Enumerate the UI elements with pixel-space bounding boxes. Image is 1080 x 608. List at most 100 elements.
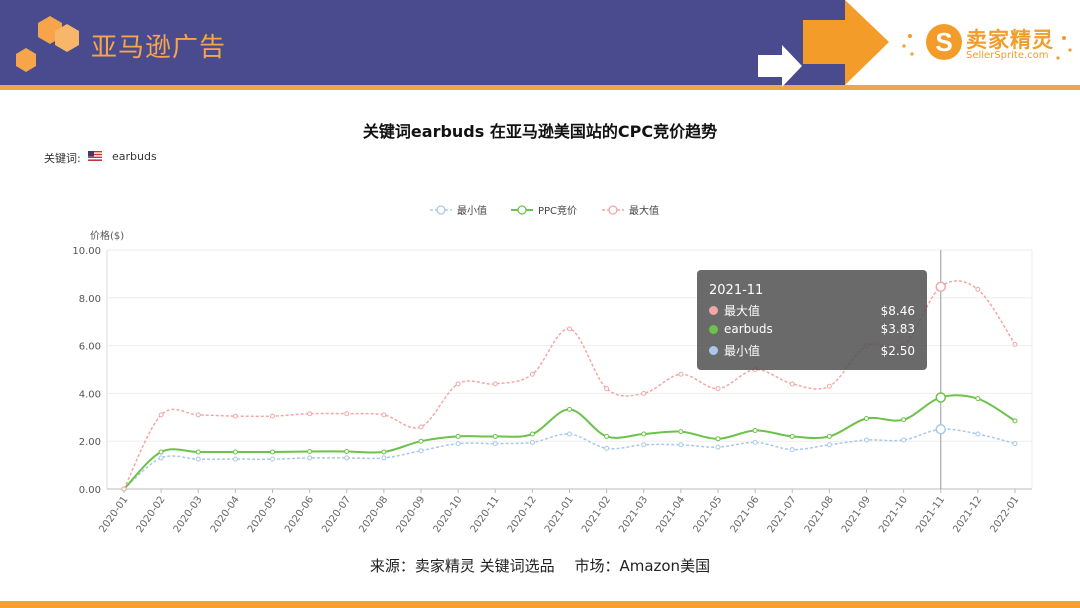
tooltip-name-ppc: earbuds (724, 322, 773, 336)
data-point-ppc (715, 436, 721, 442)
data-point-max (789, 381, 795, 387)
data-point-max (270, 413, 275, 419)
x-tick-label: 2020-07 (320, 494, 353, 535)
data-point-ppc (678, 429, 684, 435)
data-point-max (826, 383, 832, 389)
legend-label-min: 最小值 (457, 206, 487, 217)
data-point-min (418, 448, 424, 454)
tooltip-row-min: 最小值 $2.50 (709, 342, 915, 359)
series-line-min (123, 428, 1016, 490)
data-point-ppc (418, 438, 424, 444)
data-point-ppc (935, 392, 946, 403)
data-point-min (158, 455, 164, 461)
tooltip-name-min: 最小值 (724, 344, 761, 358)
data-point-min (901, 437, 907, 443)
tooltip-value-min: $2.50 (880, 343, 915, 358)
data-point-max (381, 412, 387, 418)
y-tick-label: 4.00 (79, 389, 101, 400)
tooltip-dot-min (709, 346, 718, 355)
data-point-min (270, 456, 275, 462)
data-point-ppc (975, 396, 981, 402)
legend-item-ppc[interactable]: PPC竞价 (511, 202, 577, 217)
footer-accent-line (0, 601, 1080, 608)
data-point-min (307, 455, 313, 461)
data-point-min (455, 441, 461, 447)
data-point-max (567, 326, 572, 332)
tooltip-row-max: 最大值 $8.46 (709, 302, 915, 319)
y-tick-label: 8.00 (79, 294, 101, 305)
tooltip-name-max: 最大值 (724, 304, 761, 318)
arrow-right-icon (758, 45, 802, 87)
tooltip-dot-ppc (709, 324, 718, 334)
legend-min-icon (430, 204, 452, 215)
x-tick-label: 2021-05 (691, 494, 724, 535)
x-tick-label: 2020-01 (97, 494, 130, 535)
data-point-max (1012, 341, 1018, 347)
data-point-min (567, 431, 572, 437)
legend-item-min[interactable]: 最小值 (430, 202, 487, 217)
data-point-ppc (789, 433, 795, 439)
x-tick-label: 2021-02 (580, 494, 613, 535)
data-point-ppc (1012, 418, 1018, 424)
data-point-max (455, 381, 461, 387)
data-point-max (529, 371, 535, 377)
logo-name: 卖家精灵 (966, 28, 1054, 52)
legend-label-ppc: PPC竞价 (538, 206, 578, 217)
data-point-max (492, 381, 498, 387)
x-tick-label: 2020-05 (246, 494, 279, 535)
tooltip-title: 2021-11 (709, 283, 764, 298)
tooltip-value-ppc: $3.83 (880, 322, 915, 336)
y-tick-label: 2.00 (79, 437, 101, 448)
data-point-min (641, 442, 647, 448)
data-point-ppc (195, 449, 201, 455)
x-tick-label: 2021-06 (729, 494, 762, 535)
svg-text:S: S (935, 27, 952, 57)
data-point-ppc (901, 417, 907, 423)
legend-item-max[interactable]: 最大值 (602, 202, 659, 217)
header-band (0, 0, 845, 85)
data-point-min (604, 445, 610, 451)
source-caption: 来源：卖家精灵 关键词选品 市场：Amazon美国 (369, 557, 711, 575)
data-point-min (195, 456, 201, 462)
orange-arrow-icon (803, 0, 889, 85)
data-point-min (826, 442, 832, 448)
tooltip-dot-max (709, 306, 718, 315)
data-point-ppc (492, 433, 498, 439)
legend-label-max: 最大值 (629, 206, 659, 217)
data-point-min (529, 439, 535, 445)
keyword-value: earbuds (112, 150, 157, 163)
x-tick-label: 2021-03 (617, 494, 650, 535)
x-tick-label: 2020-03 (172, 494, 205, 535)
header-accent-line (0, 85, 1080, 90)
data-point-min (789, 447, 795, 453)
data-point-min (344, 455, 350, 461)
data-point-min (935, 424, 946, 435)
data-point-min (381, 455, 387, 461)
data-point-ppc (232, 449, 238, 455)
data-point-max (604, 386, 610, 392)
data-point-min (864, 437, 869, 443)
x-tick-label: 2020-04 (209, 494, 242, 535)
legend-max-icon (602, 204, 624, 215)
data-point-ppc (344, 448, 350, 454)
data-point-ppc (641, 431, 647, 437)
x-tick-label: 2021-04 (654, 494, 687, 535)
sellersprite-logo-icon: S (902, 24, 1072, 60)
data-point-max (641, 390, 647, 396)
x-tick-label: 2020-06 (283, 494, 316, 535)
data-point-min (715, 444, 721, 450)
tooltip-value-max: $8.46 (880, 303, 915, 318)
data-point-min (492, 441, 498, 447)
chart-title: 关键词earbuds 在亚马逊美国站的CPC竞价趋势 (362, 122, 718, 141)
data-point-max (418, 424, 424, 430)
data-point-max (935, 281, 946, 293)
data-point-ppc (158, 449, 164, 455)
x-tick-label: 2021-10 (877, 494, 910, 535)
data-point-min (752, 439, 758, 445)
data-point-max (678, 371, 684, 377)
data-point-ppc (826, 433, 832, 439)
data-point-ppc (381, 449, 387, 455)
x-tick-label: 2020-08 (357, 494, 390, 535)
y-tick-label: 6.00 (79, 342, 101, 353)
x-tick-label: 2021-01 (543, 494, 576, 535)
